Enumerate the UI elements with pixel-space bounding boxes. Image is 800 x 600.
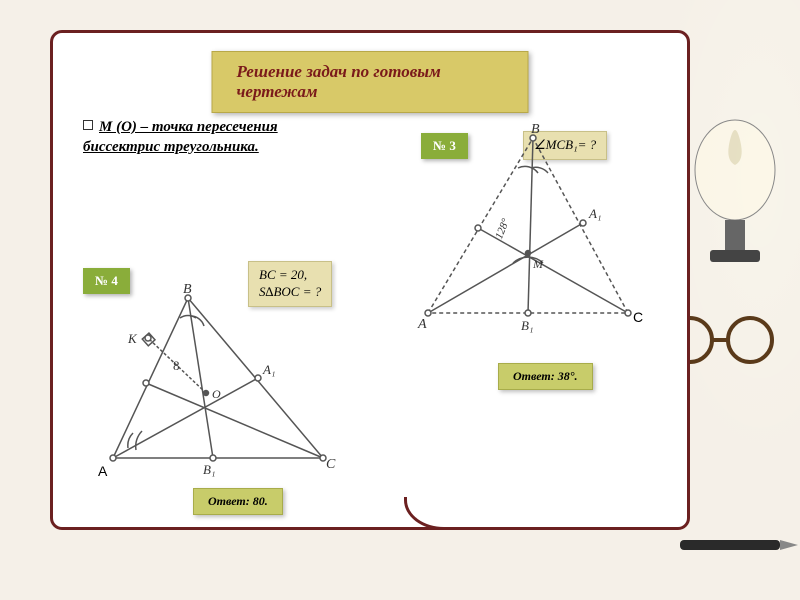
- pen-decoration: [680, 530, 800, 560]
- vertex-a1: A₁: [588, 206, 601, 221]
- vertex-a4-ext: А: [98, 463, 107, 479]
- angle-128: 128°: [493, 216, 512, 240]
- vertex-a1-4: A₁: [262, 362, 275, 377]
- vertex-b: B: [531, 122, 540, 137]
- lamp-decoration: [680, 110, 790, 270]
- segment-8: 8: [173, 358, 180, 373]
- vertex-k: K: [127, 331, 138, 346]
- vertex-o: O: [212, 387, 221, 401]
- description-text: М (О) – точка пересечения биссектрис тре…: [83, 118, 333, 157]
- title-box: Решение задач по готовым чертежам: [212, 51, 529, 113]
- vertex-c-ext: С: [633, 309, 643, 325]
- vertex-a: A: [417, 317, 427, 332]
- vertex-b1-4: B₁: [203, 462, 215, 477]
- diagram-problem-3: B A B₁ A₁ M 128°: [403, 118, 653, 338]
- problem-3-answer: Ответ: 38°.: [498, 363, 593, 390]
- content-frame: Решение задач по готовым чертежам М (О) …: [50, 30, 690, 530]
- title-text: Решение задач по готовым чертежам: [237, 62, 441, 101]
- vertex-b1: B₁: [521, 318, 533, 333]
- vertex-b4: B: [183, 282, 192, 297]
- diagram-problem-4: B C B₁ A₁ K O 8: [88, 278, 348, 478]
- vertex-c4: C: [326, 457, 336, 472]
- vertex-m: M: [532, 257, 544, 271]
- problem-4-answer: Ответ: 80.: [193, 488, 283, 515]
